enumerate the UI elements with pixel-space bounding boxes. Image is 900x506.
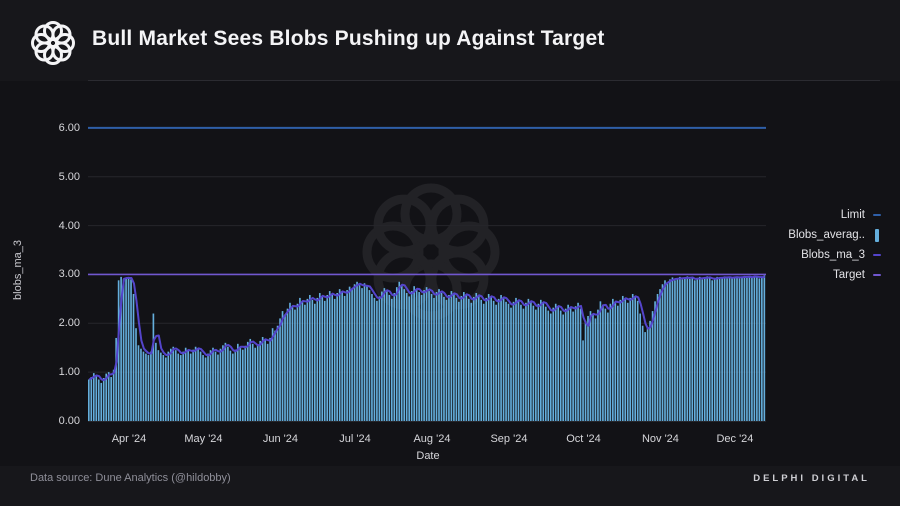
x-tick-label: Sep '24 [490,433,528,445]
y-tick-label: 0.00 [58,415,80,427]
data-source-credit: Data source: Dune Analytics (@hildobby) [30,472,231,484]
legend-label: Target [833,269,865,281]
ma-line-blobs-ma-3 [88,275,765,382]
header: Bull Market Sees Blobs Pushing up Agains… [0,0,900,81]
y-tick-label: 3.00 [58,268,80,281]
page-title: Bull Market Sees Blobs Pushing up Agains… [92,27,605,50]
legend-label: Blobs_averag.. [788,229,865,241]
x-tick-label: Jun '24 [262,433,299,445]
y-axis-label: blobs_ma_3 [12,240,24,300]
limit-line-marker-icon [872,214,882,216]
x-tick-label: Dec '24 [716,433,754,445]
delphi-knot-logo [31,21,75,65]
target-line-marker-icon [872,274,882,276]
legend-label: Limit [840,209,865,221]
bar-series-marker-icon [872,228,882,242]
y-tick-label: 2.00 [58,317,80,330]
legend-item-blobs-ma-3[interactable]: Blobs_ma_3 [732,245,882,265]
footer: Data source: Dune Analytics (@hildobby) … [0,466,900,506]
ma-line-marker-icon [872,254,882,256]
y-tick-label: 5.00 [58,170,80,183]
x-tick-label: Nov '24 [641,433,679,445]
y-tick-label: 1.00 [58,366,80,379]
delphi-digital-wordmark: DELPHI DIGITAL [753,473,870,484]
bar-series-blobs-average [88,275,766,422]
y-tick-label: 4.00 [58,219,80,232]
legend-item-limit[interactable]: Limit [732,205,882,225]
y-tick-label: 6.00 [58,121,80,134]
x-tick-label: May '24 [184,433,223,445]
x-tick-label: Aug '24 [413,433,451,445]
legend-label: Blobs_ma_3 [801,249,865,261]
x-axis-label: Date [416,450,440,462]
header-divider [88,80,880,81]
x-tick-label: Jul '24 [339,433,371,445]
legend: Limit Blobs_averag.. Blobs_ma_3 Target [732,205,882,285]
legend-item-blobs-average[interactable]: Blobs_averag.. [732,225,882,245]
x-tick-label: Apr '24 [111,433,147,445]
legend-item-target[interactable]: Target [732,265,882,285]
x-tick-label: Oct '24 [566,433,601,445]
